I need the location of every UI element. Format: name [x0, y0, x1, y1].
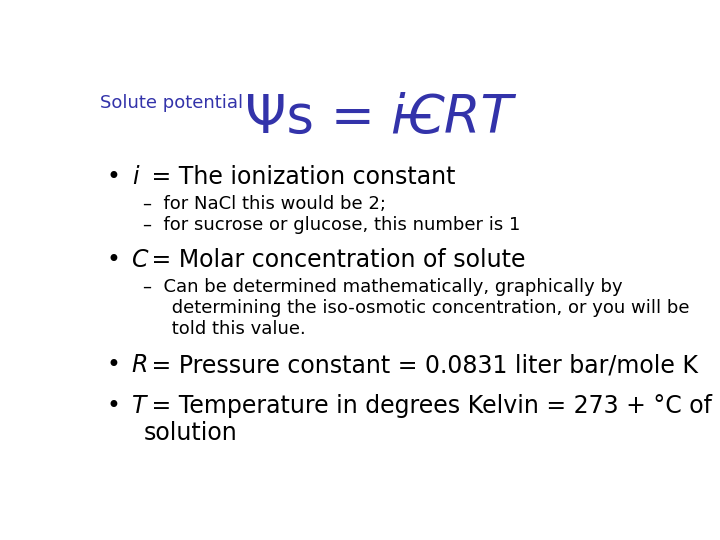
Text: –  Can be determined mathematically, graphically by
     determining the iso-osm: – Can be determined mathematically, grap… [143, 278, 690, 338]
Text: •: • [107, 353, 121, 377]
Text: •: • [107, 394, 121, 418]
Text: i: i [132, 165, 138, 188]
Text: = Molar concentration of solute: = Molar concentration of solute [144, 248, 526, 272]
Text: •: • [107, 165, 121, 188]
Text: T: T [132, 394, 146, 418]
Text: C: C [132, 248, 148, 272]
Text: R: R [132, 353, 148, 377]
Text: i: i [390, 92, 404, 144]
Text: = The ionization constant: = The ionization constant [144, 165, 456, 188]
Text: = Temperature in degrees Kelvin = 273 + °C of
solution: = Temperature in degrees Kelvin = 273 + … [144, 394, 712, 445]
Text: –  for NaCl this would be 2;: – for NaCl this would be 2; [143, 194, 386, 213]
Text: Solute potential: Solute potential [100, 94, 243, 112]
Text: = Pressure constant = 0.0831 liter bar/mole K: = Pressure constant = 0.0831 liter bar/m… [144, 353, 698, 377]
Text: CRT: CRT [408, 92, 514, 144]
Text: –  for sucrose or glucose, this number is 1: – for sucrose or glucose, this number is… [143, 216, 521, 234]
Text: •: • [107, 248, 121, 272]
Text: Ψs = −: Ψs = − [245, 92, 453, 144]
